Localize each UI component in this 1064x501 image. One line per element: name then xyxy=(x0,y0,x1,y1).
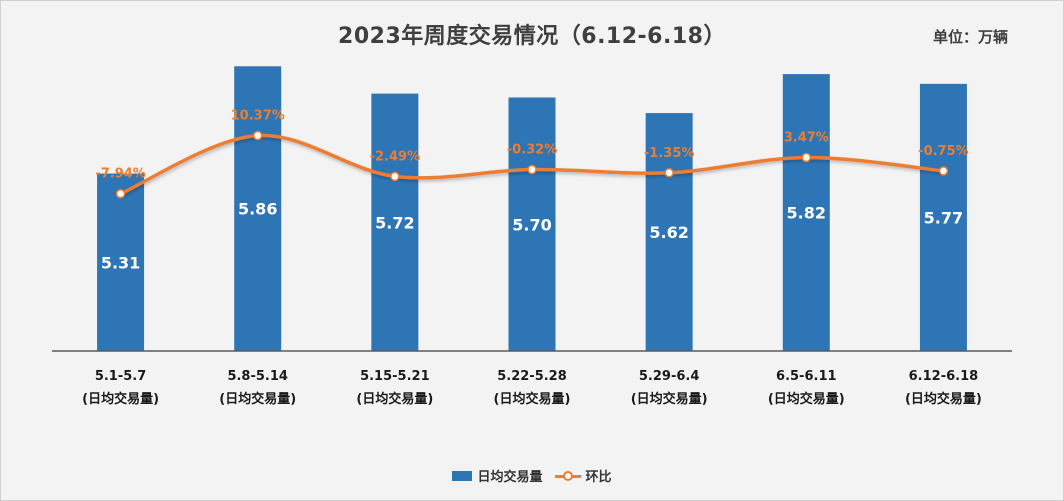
line-value-label: -1.35% xyxy=(644,146,695,161)
bar xyxy=(782,74,830,351)
x-tick-label: 6.5-6.11 xyxy=(776,369,837,384)
x-tick-sublabel: (日均交易量) xyxy=(219,391,296,407)
bar-value-label: 5.82 xyxy=(787,204,826,223)
x-tick-sublabel: (日均交易量) xyxy=(494,391,571,407)
x-tick-label: 5.29-6.4 xyxy=(639,369,700,384)
bar-value-label: 5.77 xyxy=(924,208,963,227)
line-point xyxy=(252,130,263,141)
legend-label-bar: 日均交易量 xyxy=(477,470,543,485)
x-tick-sublabel: (日均交易量) xyxy=(82,391,159,407)
x-tick-label: 5.22-5.28 xyxy=(497,369,567,384)
bar-value-label: 5.31 xyxy=(101,253,140,272)
line-value-label: -0.32% xyxy=(507,143,558,158)
x-tick-label: 5.1-5.7 xyxy=(95,369,146,384)
chart-title: 2023年周度交易情况（6.12-6.18） xyxy=(338,24,726,49)
x-tick-label: 5.15-5.21 xyxy=(360,369,430,384)
line-value-label: -2.49% xyxy=(370,149,421,164)
legend-label-line: 环比 xyxy=(585,470,612,485)
legend-item-bar: 日均交易量 xyxy=(452,466,543,485)
line-value-label: 10.37% xyxy=(231,109,285,124)
line-point xyxy=(664,168,674,178)
legend-swatch-bar xyxy=(452,470,473,481)
x-tick-sublabel: (日均交易量) xyxy=(631,391,708,407)
bar xyxy=(645,113,693,351)
legend-item-line: 环比 xyxy=(554,466,612,485)
x-tick-label: 6.12-6.18 xyxy=(909,369,979,384)
line-value-label: -7.94% xyxy=(95,167,146,182)
x-tick-sublabel: (日均交易量) xyxy=(356,391,433,407)
bar xyxy=(234,66,282,352)
line-value-label: 3.47% xyxy=(784,130,829,145)
line-point xyxy=(801,152,812,163)
x-tick-sublabel: (日均交易量) xyxy=(768,391,845,407)
bar-value-label: 5.70 xyxy=(512,215,551,234)
bar xyxy=(371,93,419,351)
line-point xyxy=(390,171,400,182)
bar xyxy=(508,97,556,351)
unit-label: 单位：万辆 xyxy=(932,28,1008,46)
line-point xyxy=(527,164,537,175)
bar-value-label: 5.72 xyxy=(375,213,414,232)
line-value-label: -0.75% xyxy=(918,144,969,159)
x-tick-label: 5.8-5.14 xyxy=(227,369,288,384)
bar-value-label: 5.62 xyxy=(649,223,688,242)
line-point xyxy=(938,166,949,176)
x-tick-sublabel: (日均交易量) xyxy=(905,391,982,407)
legend: 日均交易量 环比 xyxy=(0,466,1064,485)
bar xyxy=(97,173,145,351)
legend-swatch-line xyxy=(554,470,581,481)
bar xyxy=(919,83,967,351)
bar-value-label: 5.86 xyxy=(238,200,277,219)
line-point xyxy=(115,188,126,199)
